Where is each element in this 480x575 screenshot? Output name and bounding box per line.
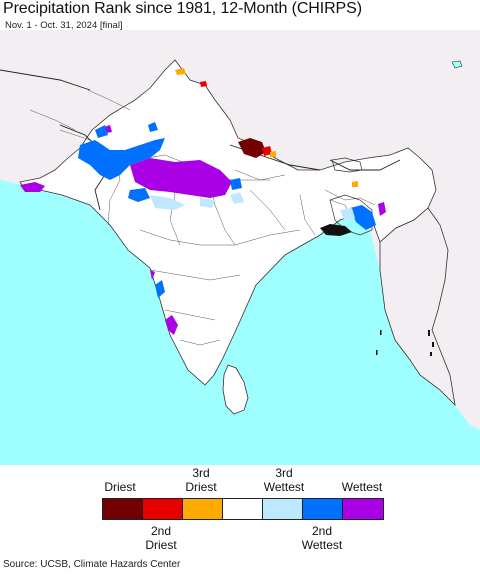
precip-3rd-wettest <box>150 192 355 220</box>
precip-2nd-wettest <box>78 122 376 298</box>
map-panel <box>0 30 480 465</box>
legend-label-wettest: Wettest <box>341 480 383 494</box>
region-myanmar <box>379 207 456 407</box>
map-title: Precipitation Rank since 1981, 12-Month … <box>3 0 362 17</box>
legend-swatch-driest <box>103 499 143 519</box>
precip-3rd-driest <box>175 68 358 187</box>
land-sri-lanka <box>222 364 249 415</box>
legend-label-2nd-driest: 2nd Driest <box>145 524 177 552</box>
legend-label-driest: Driest <box>104 480 136 494</box>
land-south-asia <box>19 59 437 386</box>
region-bhutan <box>331 157 363 173</box>
ocean <box>0 180 480 465</box>
precip-driest <box>238 138 266 158</box>
legend-swatch-2nd-wettest <box>303 499 343 519</box>
legend-color-bar <box>102 498 384 520</box>
precip-2nd-driest <box>200 81 272 156</box>
legend-label-3rd-driest: 3rd Driest <box>185 466 217 494</box>
legend: Driest 3rd Driest 3rd Wettest Wettest 2n… <box>0 466 480 556</box>
map-subtitle: Nov. 1 - Oct. 31, 2024 [final] <box>5 20 123 31</box>
legend-swatch-3rd-wettest <box>263 499 303 519</box>
legend-label-3rd-wettest: 3rd Wettest <box>263 466 305 494</box>
coast-delta <box>320 224 352 236</box>
south-asia-map <box>0 30 480 465</box>
precip-wettest <box>20 125 386 335</box>
source-credit: Source: UCSB, Climate Hazards Center <box>3 559 181 570</box>
lake <box>451 60 463 69</box>
andaman-islands <box>376 330 434 356</box>
region-bangladesh <box>329 194 373 236</box>
legend-label-2nd-wettest: 2nd Wettest <box>301 524 343 552</box>
legend-swatch-3rd-driest <box>183 499 223 519</box>
legend-swatch-normal <box>223 499 263 519</box>
legend-swatch-wettest <box>343 499 383 519</box>
legend-swatch-2nd-driest <box>143 499 183 519</box>
